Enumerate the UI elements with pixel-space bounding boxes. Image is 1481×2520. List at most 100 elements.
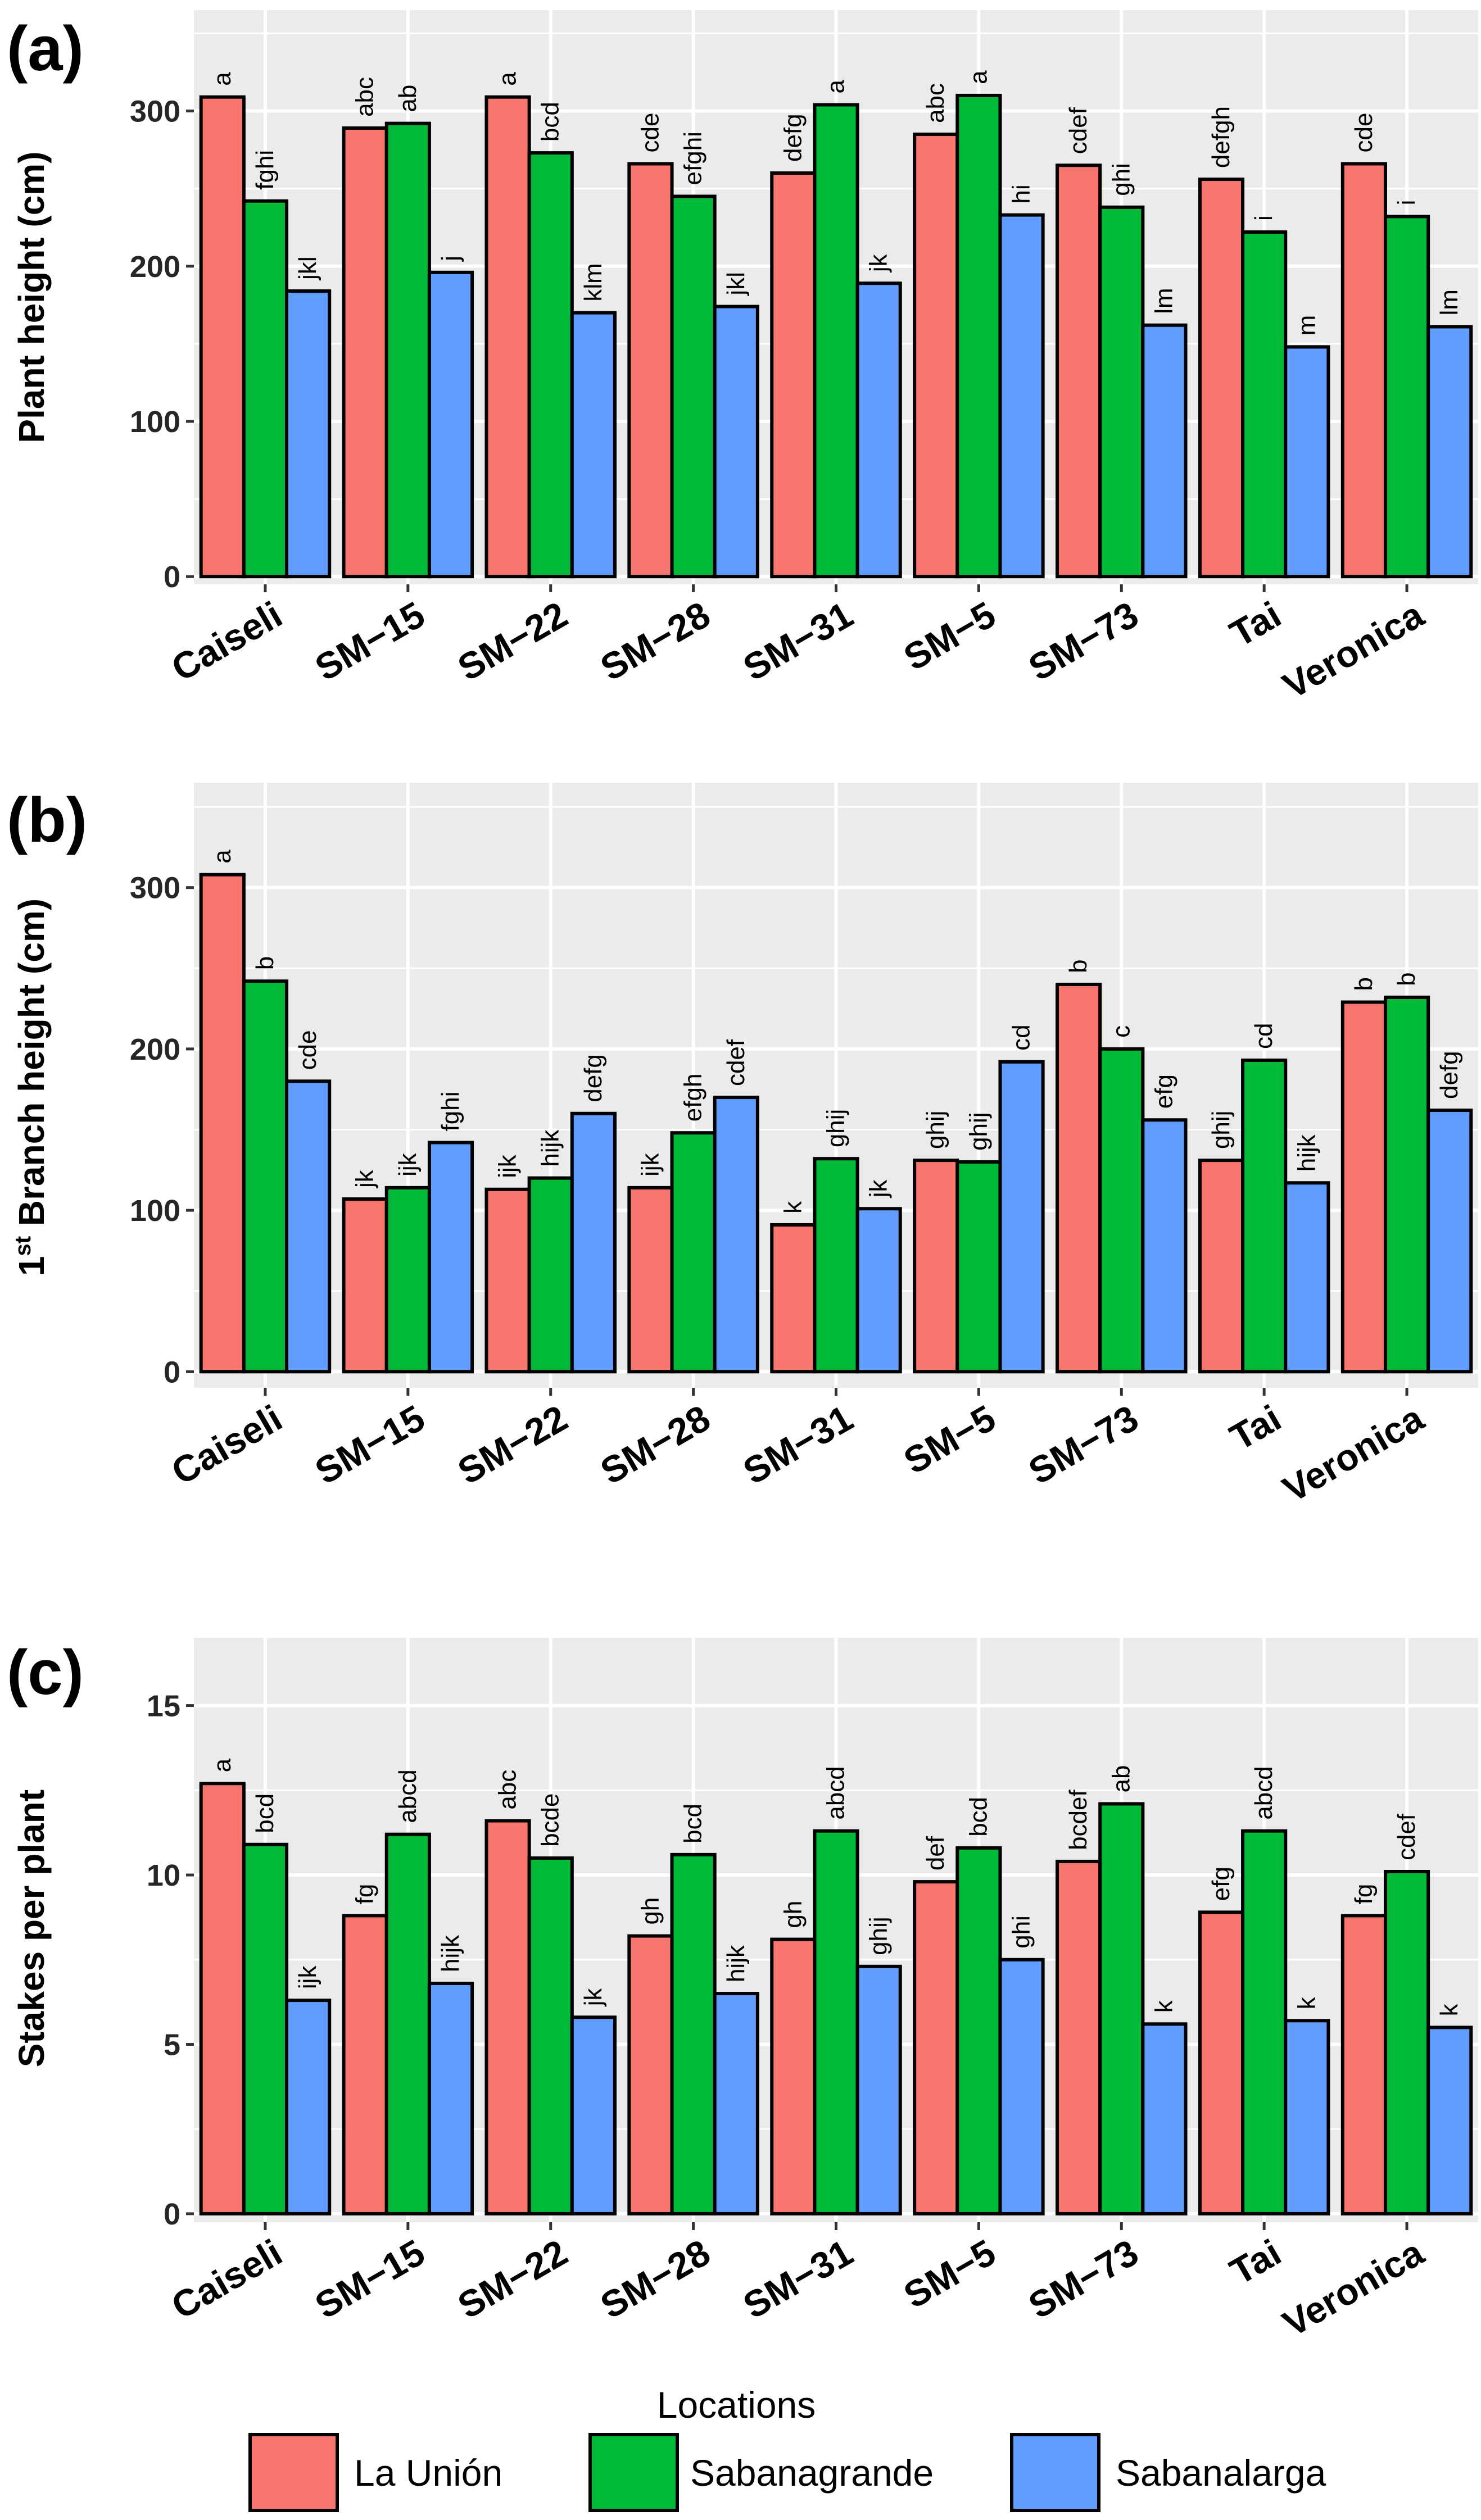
significance-letter: k xyxy=(1150,2000,1177,2013)
bar-sm-31-sabanagrande xyxy=(813,103,859,579)
significance-letter: fghi xyxy=(251,150,279,190)
legend-label-sabanagrande: Sabanagrande xyxy=(690,2452,934,2494)
bar-sm-15-sabanalarga xyxy=(427,270,474,579)
significance-letter: def xyxy=(922,1836,949,1870)
bar-sm-22-sabanagrande xyxy=(527,1176,574,1374)
bar-sm-31-sabanagrande xyxy=(813,1829,859,2215)
y-tick-label: 0 xyxy=(164,2197,180,2231)
y-tick-label: 10 xyxy=(147,1859,180,1892)
significance-letter: abc xyxy=(494,1770,522,1810)
bar-sm-73-sabanalarga xyxy=(1141,1118,1188,1374)
significance-letter: j xyxy=(437,256,464,262)
panel-tag: (c) xyxy=(7,1637,84,1708)
bar-caiseli-sabanagrande xyxy=(242,979,289,1374)
significance-letter: ghij xyxy=(1207,1111,1235,1150)
significance-letter: k xyxy=(1435,2003,1463,2016)
bar-sm-5-sabanagrande xyxy=(955,1160,1002,1374)
bar-sm-31-sabanagrande xyxy=(813,1157,859,1374)
y-tick-label: 100 xyxy=(130,405,180,439)
significance-letter: ghi xyxy=(1008,1915,1035,1949)
chart-panel-3: 051015abcdijkCaiselifgabcdhijkSM−15abcbc… xyxy=(7,1637,1478,2345)
bar-sm-28-la-uni-n xyxy=(627,162,674,579)
bar-caiseli-la-uni-n xyxy=(199,873,246,1374)
bar-tai-la-uni-n xyxy=(1198,178,1245,579)
bar-sm-5-sabanalarga xyxy=(998,1958,1045,2215)
significance-letter: hijk xyxy=(1293,1134,1320,1172)
significance-letter: cde xyxy=(294,1030,321,1070)
y-tick-label: 0 xyxy=(164,560,180,594)
bar-caiseli-la-uni-n xyxy=(199,1782,246,2215)
significance-letter: klm xyxy=(579,263,607,301)
significance-letter: efghi xyxy=(680,131,707,185)
legend-label-la-union: La Unión xyxy=(354,2452,502,2494)
bar-sm-31-sabanalarga xyxy=(855,1964,902,2215)
legend-swatch-la-union xyxy=(248,2433,339,2512)
bar-sm-22-la-uni-n xyxy=(484,1819,531,2215)
y-tick-label: 200 xyxy=(130,250,180,284)
legend-title: Locations xyxy=(657,2384,816,2426)
significance-letter: hijk xyxy=(437,1935,464,1972)
bar-sm-22-sabanagrande xyxy=(527,1856,574,2215)
bar-caiseli-sabanalarga xyxy=(285,1079,332,1374)
significance-letter: cd xyxy=(1008,1024,1035,1050)
bar-veronica-sabanagrande xyxy=(1383,1870,1430,2215)
bar-veronica-sabanalarga xyxy=(1426,2026,1473,2215)
bar-tai-sabanagrande xyxy=(1241,230,1288,579)
bar-sm-15-la-uni-n xyxy=(342,1914,388,2215)
significance-letter: ghij xyxy=(964,1112,992,1151)
significance-letter: a xyxy=(822,79,850,93)
y-axis-label: Plant height (cm) xyxy=(11,151,52,443)
bar-sm-73-la-uni-n xyxy=(1056,1859,1102,2215)
significance-letter: a xyxy=(209,1758,236,1772)
y-tick-label: 0 xyxy=(164,1355,180,1389)
bar-sm-73-la-uni-n xyxy=(1056,983,1102,1374)
bar-tai-sabanagrande xyxy=(1241,1829,1288,2215)
significance-letter: a xyxy=(964,70,992,84)
significance-letter: efg xyxy=(1207,1867,1235,1901)
significance-letter: i xyxy=(1393,200,1420,206)
significance-letter: ijk xyxy=(294,1965,321,1990)
bar-sm-28-sabanalarga xyxy=(713,1992,759,2215)
bar-sm-15-sabanagrande xyxy=(384,1832,431,2215)
bar-sm-31-la-uni-n xyxy=(770,171,817,579)
significance-letter: gh xyxy=(779,1901,807,1928)
bar-sm-73-la-uni-n xyxy=(1056,164,1102,579)
bar-sm-5-sabanalarga xyxy=(998,1060,1045,1374)
significance-letter: ab xyxy=(394,85,422,112)
significance-letter: cdef xyxy=(1065,107,1092,154)
y-axis-label: 1st Branch height (cm) xyxy=(11,898,52,1276)
significance-letter: m xyxy=(1293,315,1320,336)
significance-letter: a xyxy=(209,72,236,86)
significance-letter: cde xyxy=(636,113,664,153)
bar-sm-5-la-uni-n xyxy=(913,1880,959,2215)
significance-letter: defgh xyxy=(1207,106,1235,168)
significance-letter: defg xyxy=(779,113,807,162)
bar-veronica-sabanalarga xyxy=(1426,325,1473,579)
bar-sm-15-sabanagrande xyxy=(384,121,431,579)
significance-letter: jk xyxy=(579,1987,607,2007)
significance-letter: ijk xyxy=(494,1154,522,1178)
bar-sm-15-sabanalarga xyxy=(427,1141,474,1374)
y-axis-label-superscript: st xyxy=(11,1236,35,1256)
significance-letter: ijk xyxy=(636,1152,664,1177)
bar-sm-73-sabanagrande xyxy=(1098,205,1145,579)
bar-sm-31-la-uni-n xyxy=(770,1937,817,2215)
legend-swatch-sabanagrande xyxy=(588,2433,679,2512)
y-axis-label-prefix: 1 xyxy=(11,1256,52,1276)
panel-tag: (a) xyxy=(7,13,84,84)
bar-tai-la-uni-n xyxy=(1198,1159,1245,1374)
y-tick-label: 15 xyxy=(147,1690,180,1723)
significance-letter: efgh xyxy=(680,1074,707,1122)
bar-sm-73-sabanagrande xyxy=(1098,1802,1145,2215)
significance-letter: defg xyxy=(579,1054,607,1102)
legend: Locations La Unión Sabanagrande Sabanala… xyxy=(248,2384,1326,2512)
significance-letter: lm xyxy=(1435,289,1463,315)
bar-sm-22-la-uni-n xyxy=(484,95,531,579)
significance-letter: hijk xyxy=(722,1945,750,1982)
significance-letter: b xyxy=(1393,972,1420,986)
significance-letter: ghij xyxy=(865,1917,893,1955)
significance-letter: a xyxy=(494,72,522,86)
bar-tai-la-uni-n xyxy=(1198,1910,1245,2215)
significance-letter: bcd xyxy=(251,1793,279,1833)
